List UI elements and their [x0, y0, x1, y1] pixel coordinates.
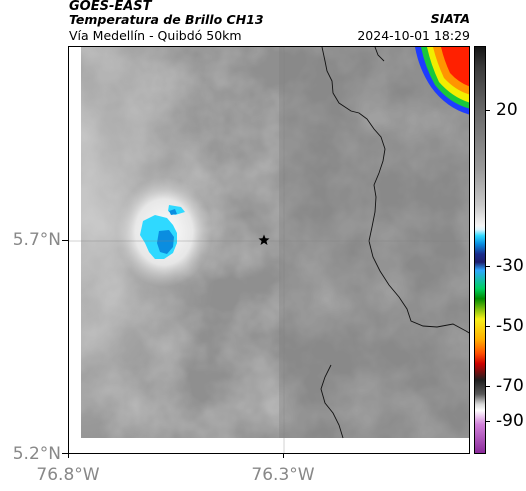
- borders: [320, 47, 469, 439]
- colorbar-tick-3: [486, 326, 490, 327]
- route-subtitle: Vía Medellín - Quibdó 50km: [69, 28, 242, 43]
- colorbar-label-1: 20: [496, 100, 518, 120]
- x-tick-1: [68, 453, 69, 458]
- brightness-temperature-field: [81, 47, 469, 438]
- colorbar-tick-2: [486, 266, 490, 267]
- colorbar-label-2: -30: [496, 256, 524, 276]
- satellite-map-image: [69, 47, 469, 453]
- colorbar-tick-4: [486, 386, 490, 387]
- y-tick-2: [62, 453, 68, 454]
- graticule: [69, 47, 469, 453]
- colorbar-tick-5: [486, 421, 490, 422]
- x-tick-2: [283, 453, 284, 458]
- satellite-map[interactable]: [68, 46, 470, 454]
- cold-cloud-top: [140, 205, 185, 259]
- agency-title: GOES-EAST: [69, 0, 152, 14]
- warm-edge-top-right: [415, 47, 469, 115]
- colorbar-label-4: -70: [496, 376, 524, 396]
- star-icon: [258, 234, 270, 245]
- temperature-colorbar: [474, 46, 486, 454]
- y-tick-label-1: 5.7°N: [12, 230, 61, 250]
- datetime-label: 2024-10-01 18:29: [357, 28, 470, 43]
- y-tick-1: [62, 240, 68, 241]
- x-tick-label-1: 76.8°W: [36, 465, 100, 485]
- organization-label: SIATA: [430, 11, 470, 26]
- x-tick-label-2: 76.3°W: [251, 465, 315, 485]
- colorbar-tick-1: [486, 110, 490, 111]
- product-title: Temperatura de Brillo CH13: [69, 12, 264, 27]
- y-tick-label-2: 5.2°N: [12, 444, 61, 464]
- colorbar-label-5: -90: [496, 411, 524, 431]
- colorbar-label-3: -50: [496, 316, 524, 336]
